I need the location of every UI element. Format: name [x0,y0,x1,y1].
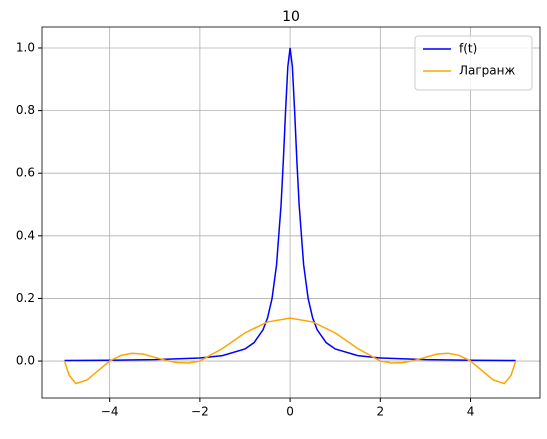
x-tick-label: −4 [101,405,119,419]
x-tick-label: −2 [191,405,209,419]
chart-title: 10 [282,9,300,25]
x-tick-label: 2 [376,405,384,419]
x-tick-label: 4 [467,405,475,419]
y-tick-label: 0.2 [16,291,35,305]
axes-frame [41,26,541,399]
y-tick-label: 1.0 [16,40,35,54]
legend-label: Лагранж [459,64,515,78]
legend-label: f(t) [459,42,477,56]
y-tick-label: 0.4 [16,228,35,242]
y-tick-label: 0.6 [16,166,35,180]
y-tick-label: 0.0 [16,354,35,368]
y-tick-label: 0.8 [16,103,35,117]
x-tick-label: 0 [286,405,294,419]
line [64,47,516,362]
line [63,317,517,385]
